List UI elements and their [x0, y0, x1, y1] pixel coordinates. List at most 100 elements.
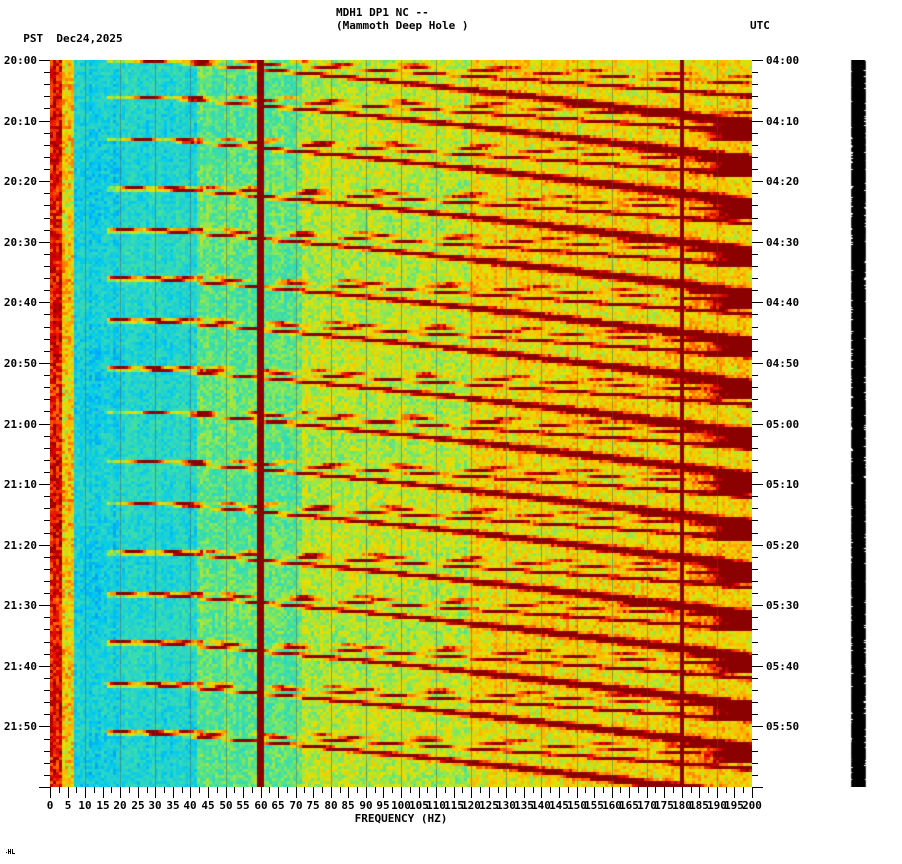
- time-tick-minor: [44, 569, 50, 570]
- freq-label: 0: [46, 799, 54, 812]
- time-tick-major: [752, 787, 763, 788]
- time-tick-minor: [44, 193, 50, 194]
- time-tick-minor: [44, 678, 50, 679]
- freq-label: 125: [479, 799, 499, 812]
- time-tick-minor: [752, 739, 758, 740]
- spectrogram-plot[interactable]: [50, 60, 752, 787]
- freq-tick-minor: [94, 787, 95, 793]
- freq-label: 130: [496, 799, 516, 812]
- freq-tick-major: [541, 787, 542, 798]
- time-tick-minor: [44, 327, 50, 328]
- time-tick-minor: [752, 508, 758, 509]
- freq-label: 70: [289, 799, 303, 812]
- freq-tick-major: [647, 787, 648, 798]
- freq-tick-major: [419, 787, 420, 798]
- time-label-utc: 05:10: [766, 478, 800, 491]
- time-tick-minor: [44, 133, 50, 134]
- time-tick-major: [752, 302, 763, 303]
- freq-tick-major: [489, 787, 490, 798]
- time-tick-minor: [752, 617, 758, 618]
- time-tick-minor: [752, 520, 758, 521]
- freq-tick-minor: [445, 787, 446, 793]
- time-tick-minor: [752, 230, 758, 231]
- freq-tick-major: [366, 787, 367, 798]
- freq-label: 185: [689, 799, 709, 812]
- freq-tick-minor: [743, 787, 744, 793]
- freq-label: 165: [619, 799, 639, 812]
- time-tick-major: [39, 181, 50, 182]
- freq-tick-major: [85, 787, 86, 798]
- time-tick-minor: [44, 72, 50, 73]
- freq-tick-minor: [76, 787, 77, 793]
- time-tick-minor: [752, 557, 758, 558]
- station-subtitle: (Mammoth Deep Hole ): [336, 19, 469, 32]
- time-tick-minor: [44, 436, 50, 437]
- freq-tick-major: [682, 787, 683, 798]
- time-tick-minor: [752, 157, 758, 158]
- time-label-utc: 04:30: [766, 236, 800, 249]
- time-label-utc: 04:10: [766, 115, 800, 128]
- freq-tick-major: [348, 787, 349, 798]
- time-label-pst: 20:30: [3, 236, 37, 249]
- time-tick-minor: [44, 145, 50, 146]
- time-tick-minor: [44, 375, 50, 376]
- freq-tick-major: [471, 787, 472, 798]
- time-tick-minor: [752, 266, 758, 267]
- freq-tick-major: [734, 787, 735, 798]
- time-tick-minor: [44, 508, 50, 509]
- time-tick-minor: [44, 520, 50, 521]
- freq-label: 5: [64, 799, 72, 812]
- time-tick-major: [752, 181, 763, 182]
- time-tick-minor: [752, 327, 758, 328]
- time-tick-minor: [44, 339, 50, 340]
- freq-tick-major: [506, 787, 507, 798]
- freq-label: 80: [324, 799, 338, 812]
- time-tick-major: [752, 121, 763, 122]
- time-tick-major: [39, 484, 50, 485]
- freq-tick-minor: [234, 787, 235, 793]
- timezone-left-text: PST: [23, 32, 44, 45]
- freq-label: 75: [306, 799, 320, 812]
- time-label-utc: 04:40: [766, 296, 800, 309]
- freq-tick-minor: [199, 787, 200, 793]
- freq-tick-minor: [498, 787, 499, 793]
- freq-label: 20: [113, 799, 127, 812]
- freq-label: 35: [166, 799, 180, 812]
- freq-tick-major: [594, 787, 595, 798]
- freq-label: 180: [672, 799, 692, 812]
- time-tick-minor: [44, 351, 50, 352]
- freq-tick-major: [717, 787, 718, 798]
- freq-tick-minor: [480, 787, 481, 793]
- freq-tick-major: [664, 787, 665, 798]
- freq-tick-major: [524, 787, 525, 798]
- time-tick-minor: [752, 387, 758, 388]
- freq-tick-major: [50, 787, 51, 798]
- time-tick-minor: [752, 351, 758, 352]
- time-tick-minor: [752, 399, 758, 400]
- time-tick-minor: [44, 714, 50, 715]
- freq-tick-minor: [340, 787, 341, 793]
- freq-tick-major: [752, 787, 753, 798]
- time-axis-utc: 04:00 04:10 04:20 04:30 04:40 04:50 05:00 05:10…: [752, 54, 892, 788]
- freq-tick-minor: [550, 787, 551, 793]
- freq-tick-major: [208, 787, 209, 798]
- freq-tick-major: [383, 787, 384, 798]
- time-tick-major: [752, 484, 763, 485]
- freq-tick-minor: [462, 787, 463, 793]
- time-tick-minor: [44, 290, 50, 291]
- time-label-utc: 04:00: [766, 54, 800, 67]
- freq-label: 85: [341, 799, 355, 812]
- time-tick-minor: [44, 266, 50, 267]
- freq-tick-minor: [427, 787, 428, 793]
- time-tick-major: [752, 666, 763, 667]
- time-label-utc: 04:20: [766, 175, 800, 188]
- freq-tick-minor: [655, 787, 656, 793]
- freq-tick-minor: [392, 787, 393, 793]
- freq-tick-minor: [691, 787, 692, 793]
- freq-tick-major: [612, 787, 613, 798]
- freq-tick-major: [331, 787, 332, 798]
- freq-tick-major: [454, 787, 455, 798]
- freq-label: 155: [584, 799, 604, 812]
- freq-tick-minor: [147, 787, 148, 793]
- freq-label: 145: [549, 799, 569, 812]
